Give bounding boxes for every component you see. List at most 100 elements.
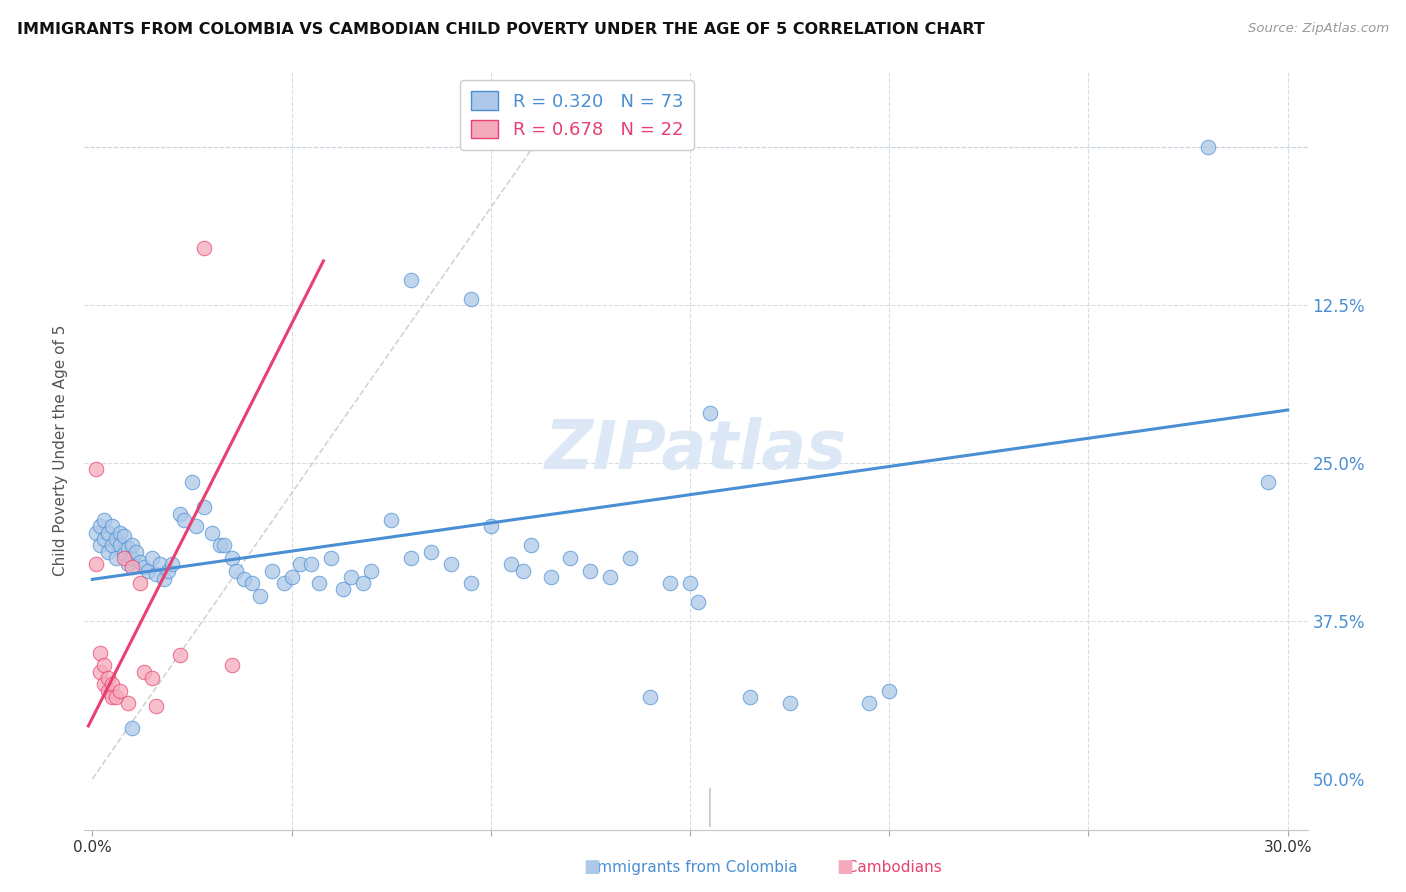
Text: ZIPatlas: ZIPatlas — [546, 417, 846, 483]
Point — [399, 550, 422, 565]
Point — [540, 570, 562, 584]
Point — [86, 525, 108, 540]
Point — [512, 564, 534, 578]
Point — [173, 513, 195, 527]
Point — [93, 513, 115, 527]
Point — [136, 564, 159, 578]
Point — [579, 564, 602, 578]
Point — [141, 550, 163, 565]
Point — [121, 538, 143, 552]
Point — [619, 550, 641, 565]
Text: Cambodians: Cambodians — [837, 860, 942, 874]
Point — [112, 529, 135, 543]
Point — [638, 690, 661, 704]
Text: ■: ■ — [837, 858, 853, 876]
Point — [149, 557, 172, 572]
Point — [134, 665, 156, 679]
Point — [101, 677, 124, 691]
Point — [121, 550, 143, 565]
Point — [380, 513, 402, 527]
Point — [877, 683, 900, 698]
Point — [86, 462, 108, 476]
Point — [301, 557, 323, 572]
Point — [779, 696, 801, 710]
Point — [121, 559, 143, 574]
Point — [153, 573, 176, 587]
Point — [308, 576, 330, 591]
Point — [121, 722, 143, 736]
Point — [160, 557, 183, 572]
Point — [519, 538, 541, 552]
Point — [273, 576, 295, 591]
Point — [97, 671, 120, 685]
Point — [169, 507, 191, 521]
Point — [86, 557, 108, 572]
Point — [460, 576, 482, 591]
Point — [280, 570, 302, 584]
Point — [360, 564, 382, 578]
Point — [93, 658, 115, 673]
Point — [699, 406, 721, 420]
Text: Source: ZipAtlas.com: Source: ZipAtlas.com — [1249, 22, 1389, 36]
Point — [321, 550, 343, 565]
Point — [125, 544, 148, 558]
Point — [157, 564, 180, 578]
Point — [193, 241, 215, 255]
Legend: R = 0.320   N = 73, R = 0.678   N = 22: R = 0.320 N = 73, R = 0.678 N = 22 — [460, 80, 695, 150]
Point — [260, 564, 283, 578]
Point — [97, 683, 120, 698]
Point — [184, 519, 207, 533]
Point — [232, 573, 254, 587]
Point — [288, 557, 311, 572]
Point — [208, 538, 231, 552]
Point — [169, 648, 191, 662]
Point — [420, 544, 443, 558]
Point — [110, 683, 132, 698]
Point — [93, 532, 115, 546]
Point — [129, 555, 152, 569]
Point — [332, 582, 354, 597]
Point — [738, 690, 761, 704]
Point — [93, 677, 115, 691]
Point — [193, 500, 215, 515]
Text: Immigrants from Colombia: Immigrants from Colombia — [583, 860, 799, 874]
Point — [89, 646, 111, 660]
Point — [599, 570, 621, 584]
Point — [225, 564, 247, 578]
Point — [340, 570, 363, 584]
Point — [97, 525, 120, 540]
Point — [101, 538, 124, 552]
Point — [129, 576, 152, 591]
Point — [112, 550, 135, 565]
Point — [686, 595, 709, 609]
Point — [499, 557, 522, 572]
Point — [101, 690, 124, 704]
Point — [460, 292, 482, 306]
Point — [97, 544, 120, 558]
Point — [181, 475, 204, 489]
Y-axis label: Child Poverty Under the Age of 5: Child Poverty Under the Age of 5 — [53, 325, 69, 576]
Point — [1197, 140, 1219, 154]
Point — [141, 671, 163, 685]
Point — [145, 567, 167, 582]
Text: ■: ■ — [583, 858, 600, 876]
Point — [1257, 475, 1279, 489]
Point — [110, 525, 132, 540]
Point — [101, 519, 124, 533]
Point — [117, 696, 139, 710]
Point — [112, 547, 135, 561]
Point — [134, 559, 156, 574]
Point — [399, 273, 422, 287]
Point — [105, 550, 128, 565]
Point — [221, 658, 243, 673]
Text: IMMIGRANTS FROM COLOMBIA VS CAMBODIAN CHILD POVERTY UNDER THE AGE OF 5 CORRELATI: IMMIGRANTS FROM COLOMBIA VS CAMBODIAN CH… — [17, 22, 984, 37]
Point — [145, 698, 167, 713]
Point — [201, 525, 224, 540]
Point — [679, 576, 702, 591]
Point — [479, 519, 502, 533]
Point — [212, 538, 235, 552]
Point — [858, 696, 880, 710]
Point — [89, 538, 111, 552]
Point — [89, 665, 111, 679]
Point — [221, 550, 243, 565]
